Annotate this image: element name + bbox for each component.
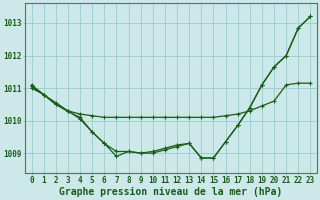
X-axis label: Graphe pression niveau de la mer (hPa): Graphe pression niveau de la mer (hPa) [60,186,283,197]
